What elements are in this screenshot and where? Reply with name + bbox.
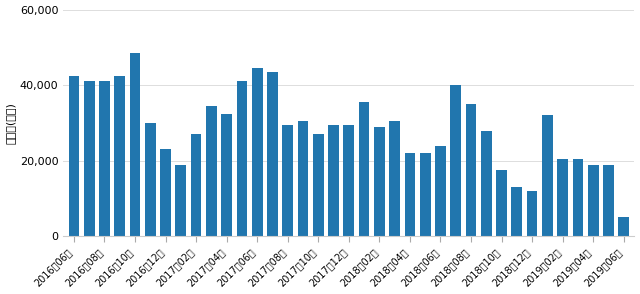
Bar	[191, 134, 202, 236]
Bar	[542, 116, 553, 236]
Bar	[603, 165, 614, 236]
Bar	[160, 149, 171, 236]
Bar	[221, 113, 232, 236]
Bar	[374, 127, 385, 236]
Bar	[298, 121, 308, 236]
Bar	[557, 159, 568, 236]
Bar	[588, 165, 598, 236]
Bar	[328, 125, 339, 236]
Bar	[573, 159, 583, 236]
Bar	[389, 121, 400, 236]
Bar	[451, 85, 461, 236]
Bar	[206, 106, 217, 236]
Bar	[527, 191, 538, 236]
Bar	[115, 76, 125, 236]
Bar	[313, 134, 324, 236]
Bar	[175, 165, 186, 236]
Bar	[282, 125, 293, 236]
Bar	[84, 81, 95, 236]
Bar	[481, 131, 492, 236]
Bar	[252, 68, 262, 236]
Bar	[359, 102, 369, 236]
Bar	[99, 81, 110, 236]
Bar	[404, 153, 415, 236]
Bar	[420, 153, 431, 236]
Bar	[496, 170, 507, 236]
Bar	[618, 218, 629, 236]
Y-axis label: 거래량(건수): 거래량(건수)	[6, 102, 15, 144]
Bar	[130, 53, 140, 236]
Bar	[237, 81, 247, 236]
Bar	[511, 187, 522, 236]
Bar	[68, 76, 79, 236]
Bar	[435, 146, 446, 236]
Bar	[267, 72, 278, 236]
Bar	[466, 104, 476, 236]
Bar	[145, 123, 156, 236]
Bar	[344, 125, 354, 236]
